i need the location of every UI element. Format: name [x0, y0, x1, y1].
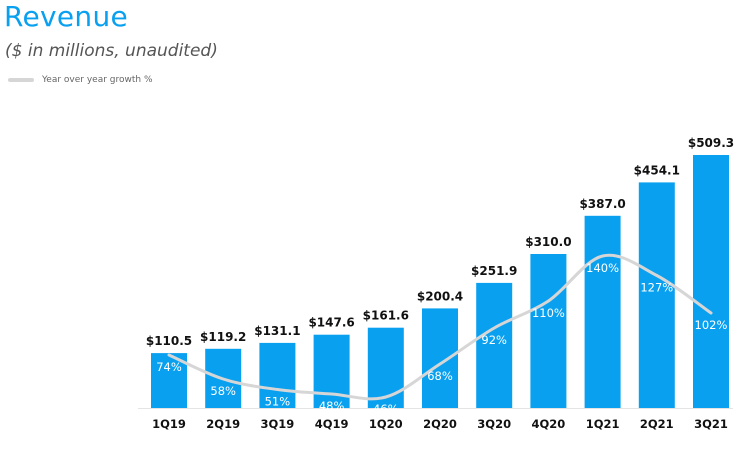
value-label-3Q19: $131.1 — [254, 324, 300, 338]
bar-2Q21 — [638, 182, 675, 408]
category-label-1Q19: 1Q19 — [152, 417, 186, 431]
legend-label-growth: Year over year growth % — [42, 75, 153, 85]
category-label-1Q20: 1Q20 — [369, 417, 403, 431]
growth-label-4Q19: 48% — [319, 399, 345, 413]
category-label-2Q19: 2Q19 — [206, 417, 240, 431]
bar-3Q21 — [693, 155, 729, 408]
growth-label-2Q20: 68% — [427, 369, 453, 383]
category-label-2Q21: 2Q21 — [640, 417, 674, 431]
legend: Year over year growth % — [8, 75, 153, 85]
value-label-1Q20: $161.6 — [363, 309, 409, 323]
value-label-4Q19: $147.6 — [308, 316, 354, 330]
labels-layer: $110.5 1Q19 74% $119.2 2Q19 58% $131.1 3Q19 51% $… — [146, 136, 734, 431]
value-label-3Q20: $251.9 — [471, 264, 517, 278]
growth-line — [167, 253, 713, 401]
category-label-4Q20: 4Q20 — [532, 417, 566, 431]
category-label-3Q21: 3Q21 — [694, 417, 728, 431]
value-label-1Q21: $387.0 — [579, 197, 625, 211]
category-label-3Q19: 3Q19 — [261, 417, 295, 431]
bar-2Q20 — [422, 308, 458, 408]
bar-1Q21 — [584, 215, 621, 408]
growth-label-2Q21: 127% — [640, 281, 673, 295]
bar-1Q20 — [367, 327, 404, 408]
growth-line-layer — [167, 253, 713, 401]
growth-label-3Q19: 51% — [265, 395, 291, 409]
value-label-2Q20: $200.4 — [417, 289, 463, 303]
growth-label-3Q20: 92% — [481, 333, 507, 347]
value-label-3Q21: $509.3 — [688, 136, 734, 150]
value-label-2Q19: $119.2 — [200, 330, 246, 344]
legend-swatch-growth — [8, 78, 34, 82]
value-label-4Q20: $310.0 — [525, 235, 571, 249]
bar-4Q20 — [530, 254, 567, 408]
category-label-3Q20: 3Q20 — [477, 417, 511, 431]
growth-label-3Q21: 102% — [695, 318, 728, 332]
value-label-2Q21: $454.1 — [634, 163, 680, 177]
growth-label-1Q20: 46% — [373, 402, 399, 416]
bar-3Q20 — [476, 282, 513, 408]
category-label-4Q19: 4Q19 — [315, 417, 349, 431]
chart-subtitle: ($ in millions, unaudited) — [5, 41, 218, 61]
chart-title: Revenue — [4, 0, 129, 33]
category-label-1Q21: 1Q21 — [586, 417, 620, 431]
growth-label-1Q21: 140% — [586, 261, 619, 275]
growth-label-1Q19: 74% — [156, 360, 182, 374]
bar-3Q19 — [259, 342, 296, 408]
bars-layer — [138, 155, 733, 409]
growth-label-4Q20: 110% — [532, 306, 565, 320]
growth-label-2Q19: 58% — [210, 384, 236, 398]
value-label-1Q19: $110.5 — [146, 334, 192, 348]
category-label-2Q20: 2Q20 — [423, 417, 457, 431]
